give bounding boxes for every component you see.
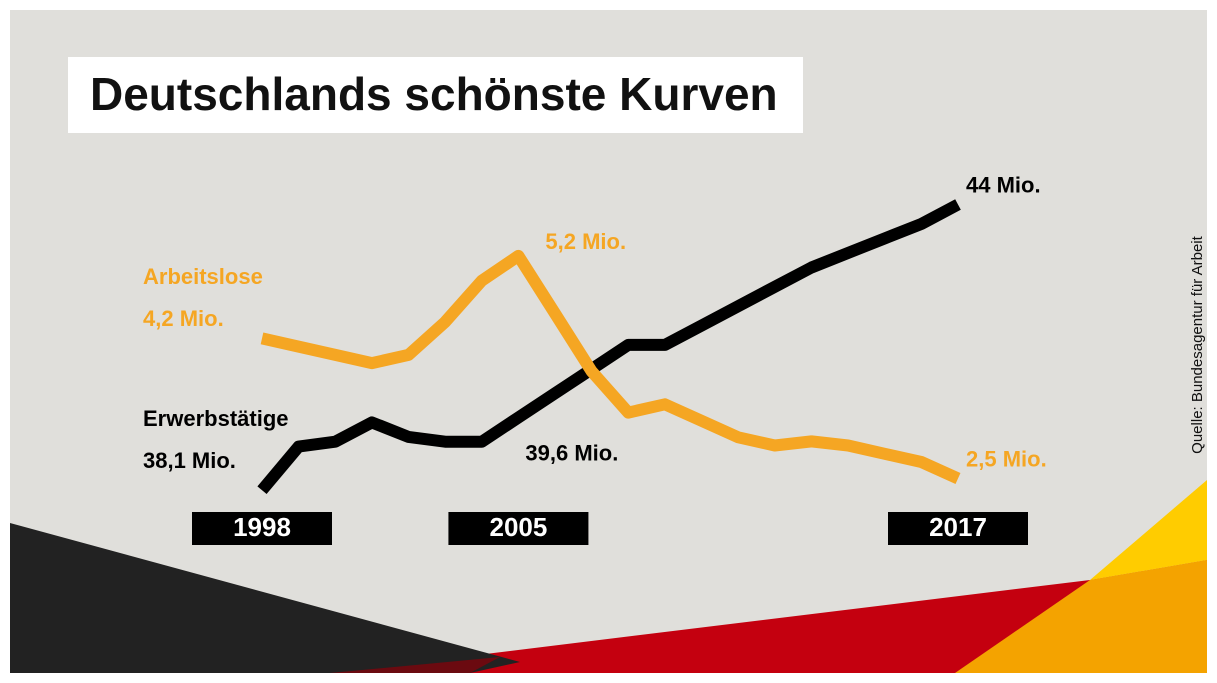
x-tick-box bbox=[888, 512, 1028, 545]
x-tick-label: 2017 bbox=[929, 512, 987, 542]
x-tick-label: 2005 bbox=[489, 512, 547, 542]
title-box bbox=[68, 57, 803, 133]
x-tick-box bbox=[192, 512, 332, 545]
decor-orange bbox=[955, 560, 1207, 673]
value-label: 5,2 Mio. bbox=[545, 229, 626, 254]
series-name: Erwerbstätige bbox=[143, 406, 289, 431]
series-line bbox=[257, 199, 961, 495]
x-tick-box bbox=[448, 512, 589, 545]
value-label: 4,2 Mio. bbox=[143, 306, 224, 331]
value-label: 2,5 Mio. bbox=[966, 446, 1047, 471]
x-tick-label: 1998 bbox=[233, 512, 291, 542]
decor-dark-red bbox=[330, 657, 500, 673]
series-line bbox=[260, 249, 961, 484]
chart-title: Deutschlands schönste Kurven bbox=[90, 68, 778, 120]
source: Quelle: Bundesagentur für Arbeit bbox=[1189, 235, 1206, 453]
decor-red bbox=[330, 560, 1207, 673]
decor-black bbox=[10, 523, 520, 673]
value-label: 39,6 Mio. bbox=[525, 440, 618, 465]
decor-yellow bbox=[1090, 480, 1207, 580]
series-name: Arbeitslose bbox=[143, 264, 263, 289]
value-label: 38,1 Mio. bbox=[143, 448, 236, 473]
value-label: 44 Mio. bbox=[966, 172, 1041, 197]
